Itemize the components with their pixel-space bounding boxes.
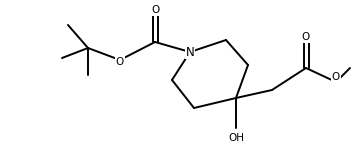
Text: O: O — [302, 32, 310, 42]
Text: O: O — [116, 57, 124, 67]
Text: O: O — [151, 5, 159, 15]
Text: OH: OH — [228, 133, 244, 143]
Text: N: N — [185, 46, 194, 58]
Text: O: O — [332, 72, 340, 82]
